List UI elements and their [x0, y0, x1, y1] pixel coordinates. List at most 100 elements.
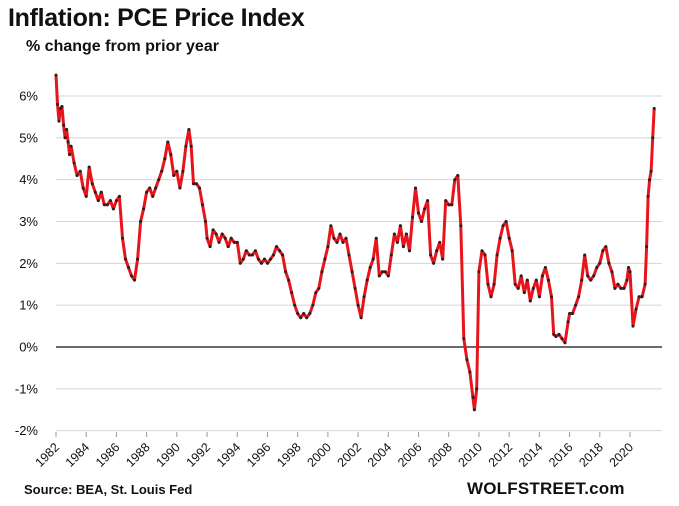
data-point [189, 144, 193, 148]
data-point [465, 358, 469, 362]
data-point [411, 215, 414, 219]
data-point [99, 190, 103, 194]
data-point [651, 136, 655, 140]
data-point [649, 169, 653, 173]
data-point [637, 295, 641, 299]
data-point [417, 211, 420, 215]
data-point [145, 190, 149, 194]
x-tick-label: 2018 [576, 440, 606, 470]
data-point [81, 186, 85, 190]
data-point [598, 261, 602, 265]
data-point [341, 240, 345, 244]
data-point [198, 186, 201, 190]
data-point [278, 249, 282, 253]
data-point [601, 249, 605, 253]
data-point [208, 245, 212, 249]
data-point [374, 236, 378, 240]
data-point [184, 144, 188, 148]
data-point [317, 286, 321, 290]
data-point [253, 249, 257, 253]
x-tick-label: 1988 [123, 440, 153, 470]
x-tick-label: 2010 [456, 440, 486, 470]
x-tick-label: 2014 [516, 440, 546, 470]
data-point [483, 253, 487, 257]
data-point [408, 249, 411, 253]
data-point [187, 128, 191, 131]
data-point [441, 257, 445, 261]
y-tick-label: 1% [19, 298, 38, 313]
y-tick-label: 2% [19, 256, 38, 271]
data-point [269, 257, 272, 261]
data-point [450, 203, 454, 207]
data-point [205, 236, 209, 240]
data-point [543, 266, 547, 269]
data-point [468, 370, 472, 374]
data-point [537, 295, 541, 299]
data-point [344, 236, 348, 240]
chart-subtitle: % change from prior year [26, 38, 219, 55]
y-axis: 6% 5% 4% 3% 2% 1% 0% -1% -2% [15, 89, 39, 439]
data-point [368, 266, 372, 269]
data-point [305, 316, 309, 320]
data-point [525, 278, 529, 282]
data-point [634, 307, 638, 311]
data-point [625, 278, 629, 282]
data-point [62, 123, 66, 127]
data-point [534, 278, 538, 282]
data-point [105, 203, 109, 207]
x-tick-label: 1982 [33, 440, 63, 470]
data-point [586, 274, 590, 278]
data-point [111, 207, 115, 211]
data-point [492, 282, 496, 286]
y-tick-label: 4% [19, 172, 38, 187]
data-point [631, 324, 635, 328]
data-point [281, 253, 285, 257]
data-point [272, 253, 275, 257]
data-point [287, 278, 291, 282]
data-point [256, 257, 260, 261]
data-point [359, 316, 363, 320]
data-point [563, 341, 567, 345]
data-point [54, 73, 58, 77]
data-point [426, 199, 430, 203]
data-point [175, 169, 179, 173]
data-point [435, 249, 439, 253]
data-point [160, 169, 164, 173]
x-axis: 1982 1984 1986 1988 1990 1992 1994 1996 1998 2000… [33, 432, 636, 470]
data-point [338, 232, 342, 236]
data-point [356, 303, 360, 307]
data-point [139, 220, 143, 223]
data-point [389, 253, 393, 257]
data-point [84, 194, 88, 198]
data-point [326, 245, 330, 249]
series-pce-line [54, 73, 656, 412]
data-point [507, 236, 511, 240]
data-point [241, 257, 245, 261]
data-point [513, 282, 517, 286]
data-point [383, 270, 387, 274]
data-point [90, 182, 94, 186]
data-point [275, 245, 278, 249]
data-point [504, 220, 508, 223]
data-point [627, 266, 630, 269]
data-point [365, 278, 369, 282]
data-point [643, 282, 647, 286]
data-point [501, 224, 505, 228]
data-point [350, 270, 354, 274]
data-point [117, 194, 121, 198]
y-tick-label: 0% [19, 340, 38, 355]
data-point [652, 107, 656, 110]
data-point [554, 335, 558, 338]
data-point [121, 236, 124, 240]
data-point [329, 224, 333, 228]
data-point [93, 190, 97, 194]
data-point [259, 261, 263, 265]
data-point [583, 253, 587, 257]
data-point [229, 236, 233, 240]
data-point [172, 174, 176, 177]
data-point [423, 207, 427, 211]
data-point [148, 186, 152, 190]
data-point [646, 194, 650, 198]
x-tick-label: 1990 [153, 440, 183, 470]
